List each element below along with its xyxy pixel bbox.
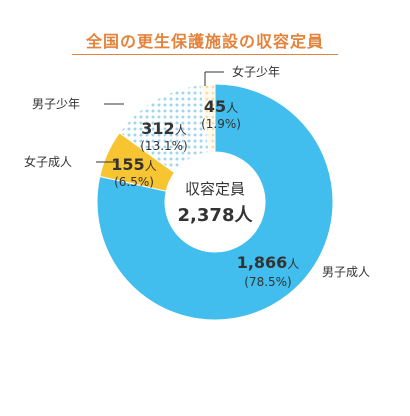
- category-label-male-adult: 男子成人: [322, 265, 370, 279]
- value-label-male-juvenile: 312人: [141, 119, 186, 138]
- percent-label-female-juvenile: (1.9%): [201, 117, 241, 131]
- center-caption: 収容定員: [184, 180, 245, 198]
- value-label-female-juvenile: 45人: [204, 97, 238, 116]
- value-label-male-adult: 1,866人: [237, 253, 300, 272]
- chart-title: 全国の更生保護施設の収容定員: [85, 32, 324, 51]
- category-label-male-juvenile: 男子少年: [32, 97, 80, 111]
- leader-lines: [96, 71, 224, 163]
- slice-group: [96, 83, 334, 321]
- percent-label-female-adult: (6.5%): [114, 175, 154, 189]
- center-total: 2,378人: [177, 205, 253, 226]
- slice-female-juvenile: [200, 83, 216, 153]
- value-label-female-adult: 155人: [111, 155, 156, 174]
- percent-label-male-adult: (78.5%): [244, 275, 291, 289]
- slice-male-adult: [96, 83, 334, 321]
- slice-labels: 1,866人 (78.5%) 男子成人 155人(6.5%) 女子成人 312人(13.1…: [24, 64, 370, 289]
- category-label-female-juvenile: 女子少年: [232, 64, 280, 79]
- category-label-female-adult: 女子成人: [24, 154, 72, 169]
- title-underline: [72, 54, 338, 55]
- percent-label-male-juvenile: (13.1%): [140, 139, 187, 153]
